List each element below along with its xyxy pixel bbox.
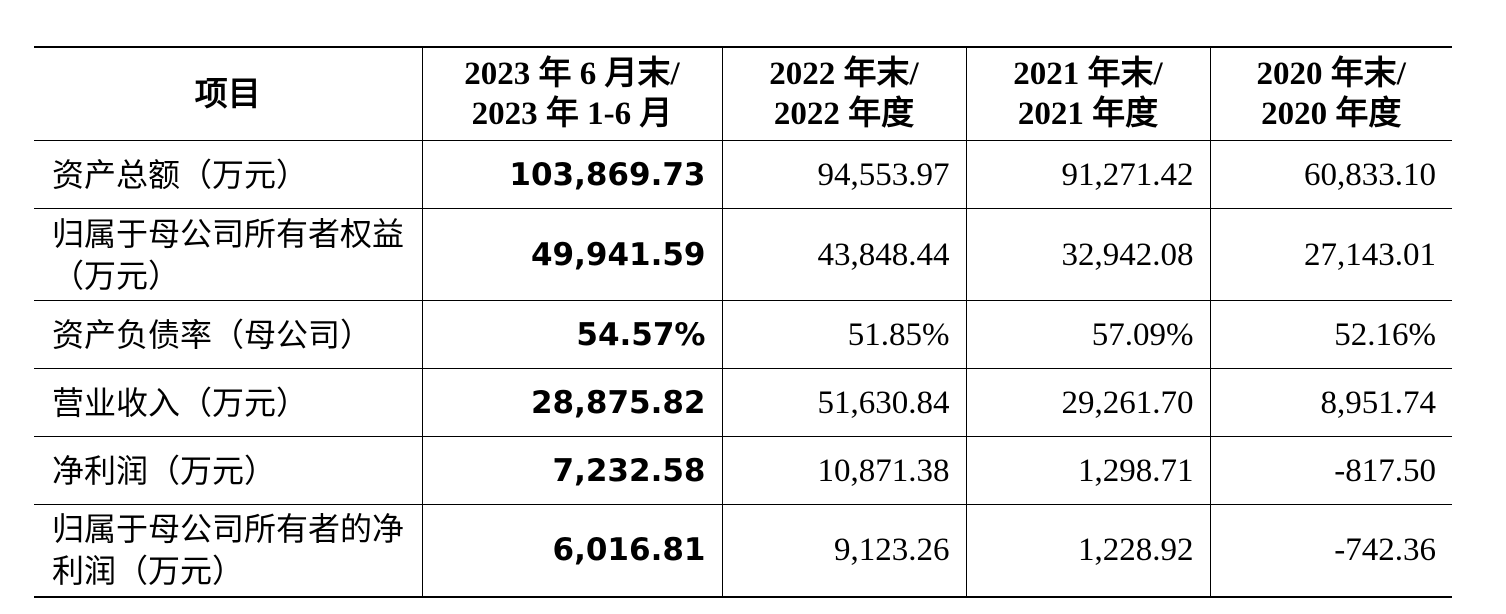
value-cell: 60,833.10 [1209,140,1452,209]
value-cell: 8,951.74 [1209,368,1452,437]
header-line: 2021 年度 [1017,96,1159,132]
value-cell: 7,232.58 [421,436,723,505]
value-cell: 54.57% [421,300,723,369]
table-row: 归属于母公司所有者的净利润（万元） 6,016.81 9,123.26 1,228.9… [34,504,1452,598]
value-cell: 103,869.73 [421,140,723,209]
table-row: 资产负债率（母公司） 54.57% 51.85% 57.09% 52.16% [34,300,1452,369]
header-line: 2021 年末/ [1013,56,1163,92]
value-cell: 9,123.26 [721,504,967,598]
value-cell: -742.36 [1209,504,1452,598]
table-row: 营业收入（万元） 28,875.82 51,630.84 29,261.70 8,951… [34,368,1452,437]
table-row: 资产总额（万元） 103,869.73 94,553.97 91,271.42 60,8… [34,140,1452,209]
header-cell: 2022 年末/2022 年度 [721,46,967,141]
row-label: 归属于母公司所有者的净利润（万元） [34,504,423,598]
header-line: 2020 年度 [1261,96,1402,132]
row-label: 资产总额（万元） [34,140,423,209]
header-cell: 2021 年末/2021 年度 [965,46,1211,141]
value-cell: 28,875.82 [421,368,723,437]
financial-table: 项目 2023 年 6 月末/2023 年 1-6 月 2022 年末/2022 年… [34,46,1452,598]
row-label: 净利润（万元） [34,436,423,505]
header-cell: 2020 年末/2020 年度 [1209,46,1452,141]
value-cell: 1,228.92 [965,504,1211,598]
header-line: 2020 年末/ [1256,56,1406,92]
header-cell: 项目 [34,46,423,141]
table-body: 资产总额（万元） 103,869.73 94,553.97 91,271.42 60,8… [34,140,1452,598]
header-line: 2023 年 1-6 月 [471,96,673,132]
row-label: 归属于母公司所有者权益（万元） [34,208,423,301]
value-cell: 94,553.97 [721,140,967,209]
value-cell: 91,271.42 [965,140,1211,209]
row-label: 营业收入（万元） [34,368,423,437]
table-header: 项目 2023 年 6 月末/2023 年 1-6 月 2022 年末/2022 年… [34,46,1452,141]
row-label: 资产负债率（母公司） [34,300,423,369]
value-cell: 57.09% [965,300,1211,369]
value-cell: 51.85% [721,300,967,369]
header-line: 2022 年度 [773,96,915,132]
header-cell: 2023 年 6 月末/2023 年 1-6 月 [421,46,723,141]
value-cell: 10,871.38 [721,436,967,505]
header-line: 项目 [194,74,261,113]
value-cell: -817.50 [1209,436,1452,505]
header-line: 2022 年末/ [769,56,919,92]
value-cell: 29,261.70 [965,368,1211,437]
value-cell: 49,941.59 [421,208,723,301]
value-cell: 6,016.81 [421,504,723,598]
value-cell: 43,848.44 [721,208,967,301]
table-row: 净利润（万元） 7,232.58 10,871.38 1,298.71 -817.50 [34,436,1452,505]
value-cell: 32,942.08 [965,208,1211,301]
table-row: 归属于母公司所有者权益（万元） 49,941.59 43,848.44 32,942.… [34,208,1452,301]
header-row: 项目 2023 年 6 月末/2023 年 1-6 月 2022 年末/2022 年… [34,46,1452,141]
value-cell: 27,143.01 [1209,208,1452,301]
header-line: 2023 年 6 月末/ [464,56,680,92]
value-cell: 1,298.71 [965,436,1211,505]
value-cell: 52.16% [1209,300,1452,369]
value-cell: 51,630.84 [721,368,967,437]
